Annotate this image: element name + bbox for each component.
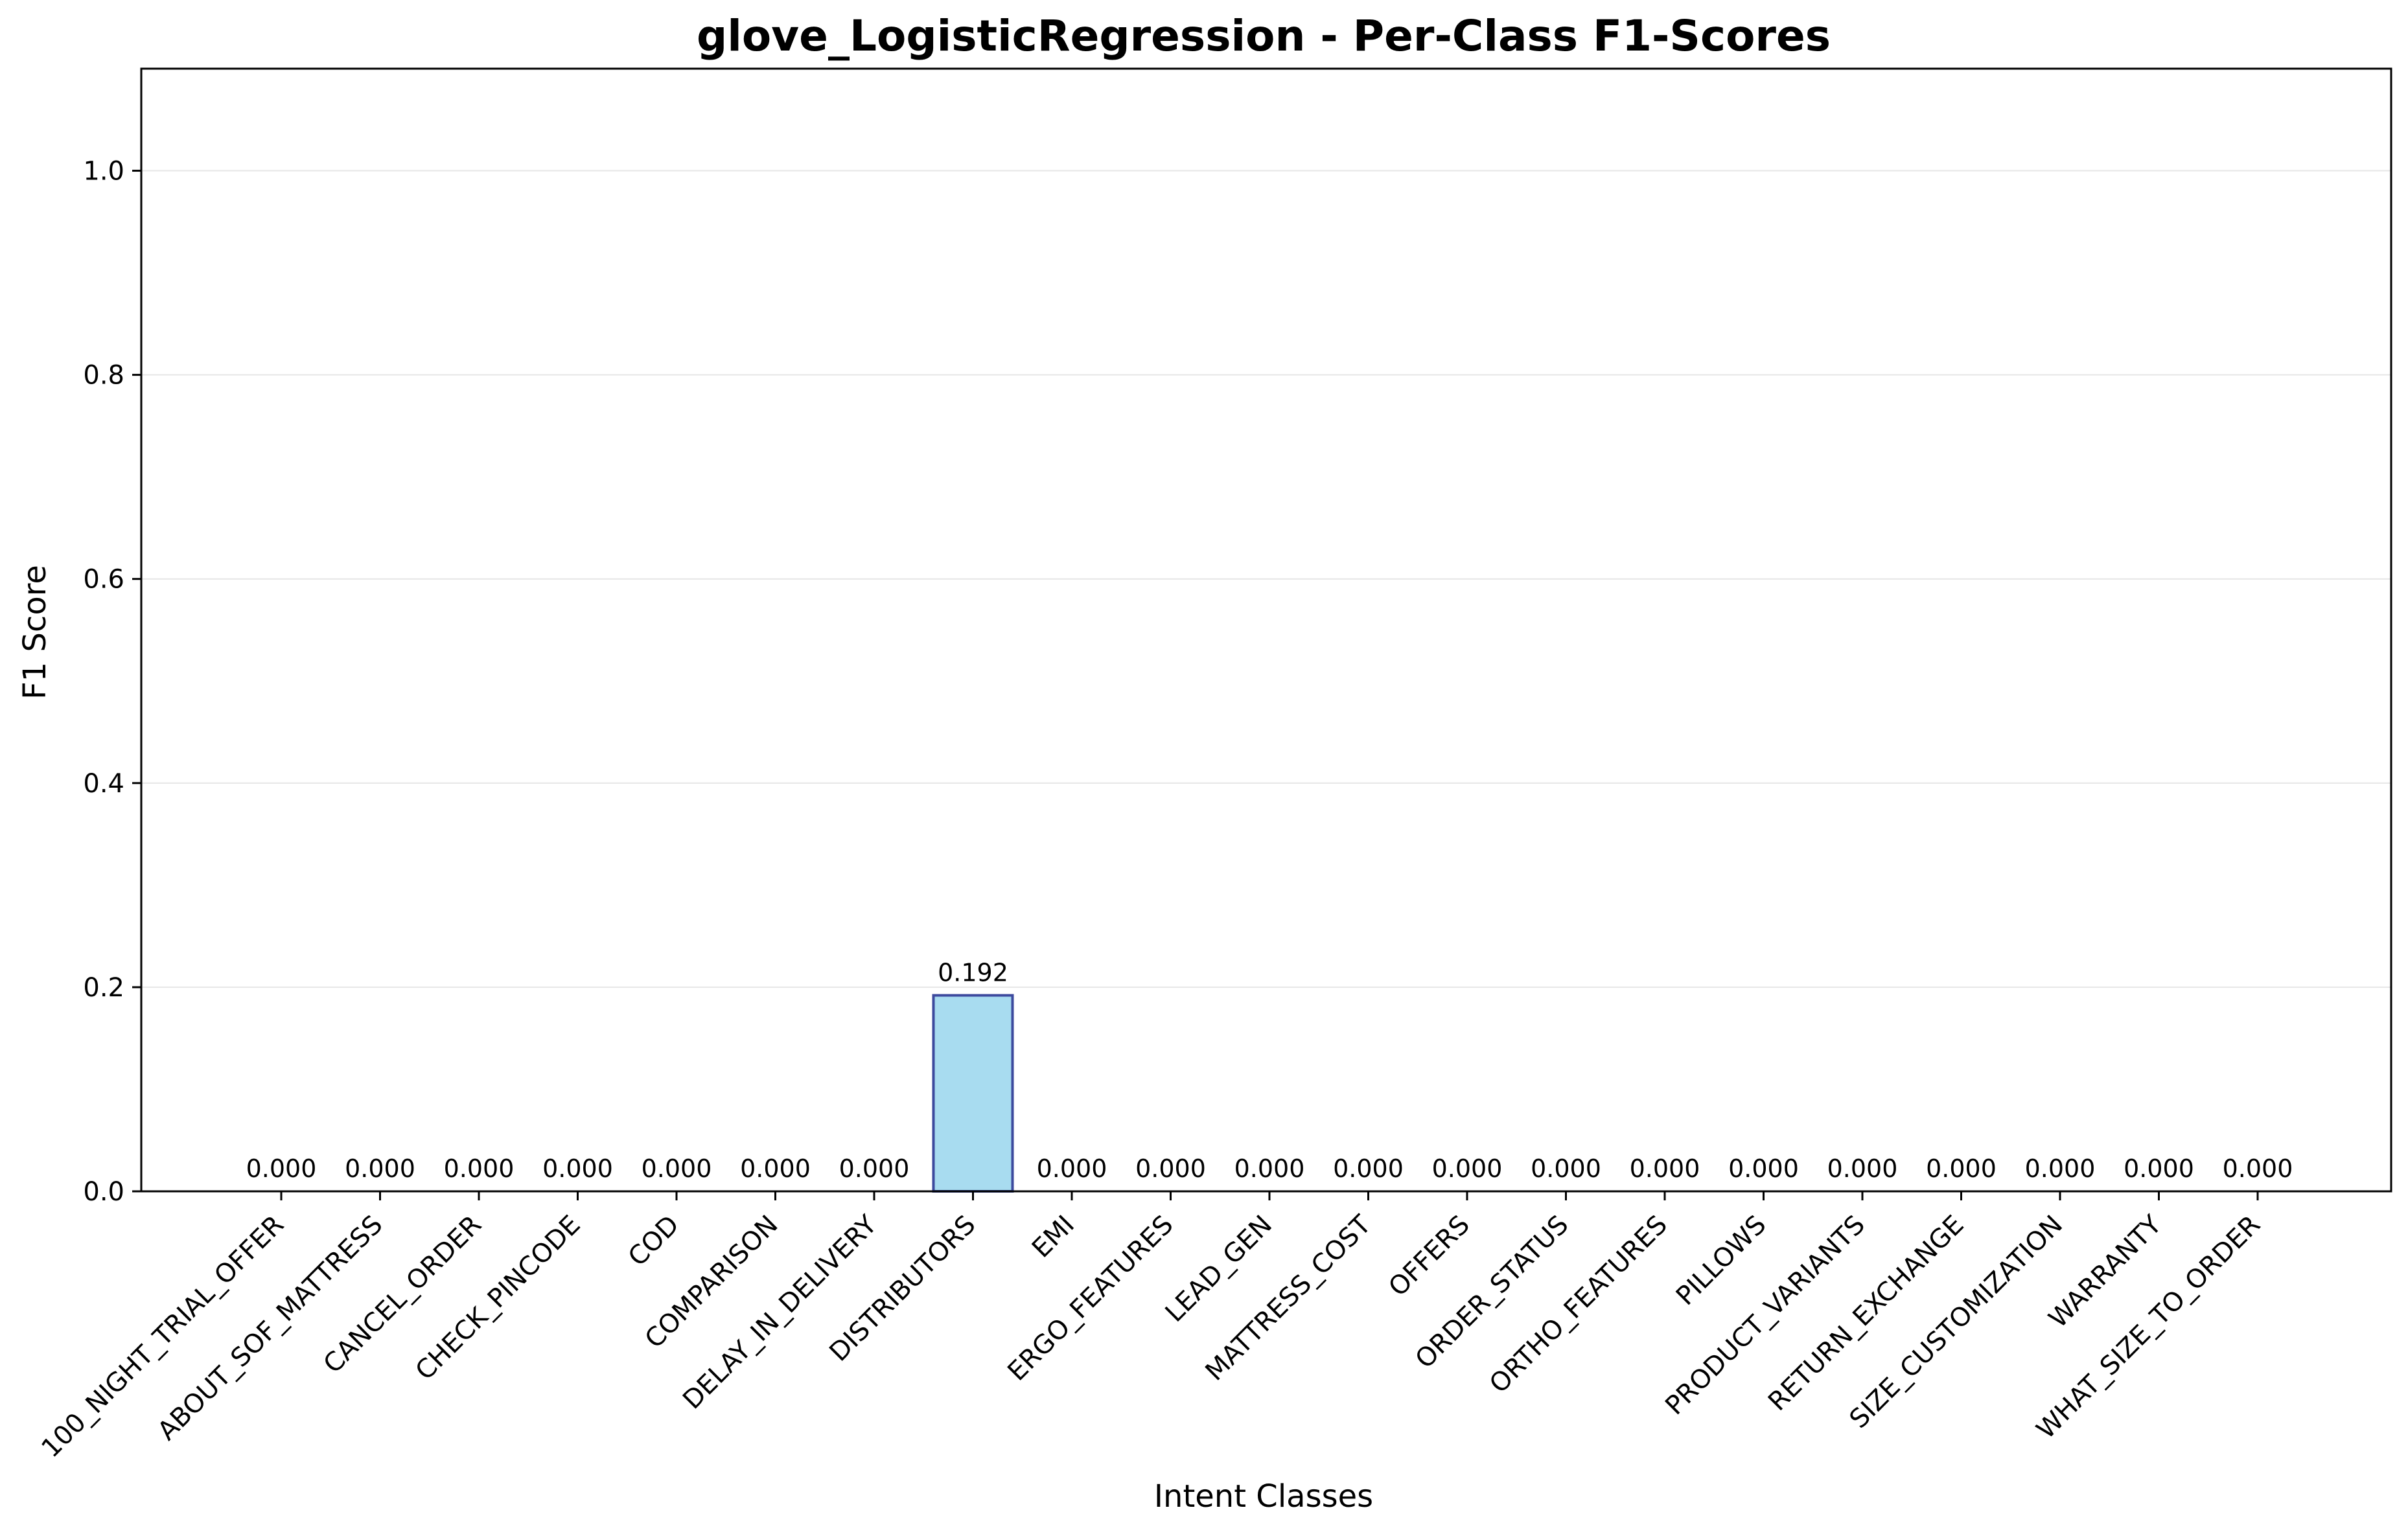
x-tick-label: COD: [623, 1210, 685, 1272]
data-label: 0.000: [740, 1154, 811, 1183]
data-label: 0.000: [1234, 1154, 1305, 1183]
x-tick-label: PILLOWS: [1671, 1210, 1772, 1312]
bars: [932, 994, 1014, 1193]
x-tick-label: EMI: [1026, 1210, 1080, 1264]
data-label: 0.000: [1531, 1154, 1601, 1183]
plot-frame: [140, 67, 2392, 1193]
y-tick-label: 0.4: [83, 769, 124, 799]
x-tick-label: PRODUCT_VARIANTS: [1660, 1210, 1871, 1421]
y-tick-label: 1.0: [83, 157, 124, 187]
data-label: 0.000: [839, 1154, 910, 1183]
chart-title: glove_LogisticRegression - Per-Class F1-…: [697, 11, 1831, 61]
x-tick-label: ORTHO_FEATURES: [1484, 1210, 1673, 1399]
data-label: 0.000: [345, 1154, 415, 1183]
x-tick-label: RETURN_EXCHANGE: [1763, 1210, 1969, 1417]
x-tick-label: ERGO_FEATURES: [1002, 1210, 1179, 1387]
data-label: 0.000: [1432, 1154, 1503, 1183]
data-label: 0.000: [1135, 1154, 1206, 1183]
data-label: 0.000: [642, 1154, 712, 1183]
data-label: 0.000: [2025, 1154, 2096, 1183]
y-axis-ticks: 0.0 0.2 0.4 0.6 0.8 1.0: [83, 157, 141, 1207]
x-tick-label: OFFERS: [1383, 1210, 1476, 1303]
data-label: 0.000: [542, 1154, 613, 1183]
data-label: 0.000: [2124, 1154, 2194, 1183]
y-axis-label: F1 Score: [17, 565, 53, 700]
bar: [932, 994, 1014, 1193]
data-label: 0.000: [1333, 1154, 1404, 1183]
data-label: 0.000: [1037, 1154, 1107, 1183]
x-tick-label: DELAY_IN_DELIVERY: [677, 1209, 883, 1415]
data-label: 0.000: [1630, 1154, 1700, 1183]
y-tick-label: 0.8: [83, 361, 124, 391]
data-label: 0.000: [2223, 1154, 2293, 1183]
y-tick-label: 0.6: [83, 565, 124, 595]
x-axis-ticks: 100_NIGHT_TRIAL_OFFERABOUT_SOF_MATTRESSC…: [36, 1191, 2266, 1463]
data-label: 0.000: [1926, 1154, 1997, 1183]
x-tick-label: CHECK_PINCODE: [410, 1210, 586, 1386]
data-label: 0.000: [1827, 1154, 1898, 1183]
grid-lines: [141, 170, 2391, 988]
data-label: 0.192: [938, 959, 1008, 987]
y-tick-label: 0.2: [83, 973, 124, 1003]
data-label: 0.000: [1728, 1154, 1799, 1183]
data-labels: 0.000 0.000 0.000 0.000 0.000 0.000 0.000 0.192…: [246, 959, 2293, 1183]
data-label: 0.000: [444, 1154, 515, 1183]
x-axis-label: Intent Classes: [1154, 1478, 1373, 1515]
x-tick-label: MATTRESS_COST: [1200, 1209, 1377, 1386]
data-label: 0.000: [246, 1154, 317, 1183]
y-tick-label: 0.0: [83, 1177, 124, 1207]
